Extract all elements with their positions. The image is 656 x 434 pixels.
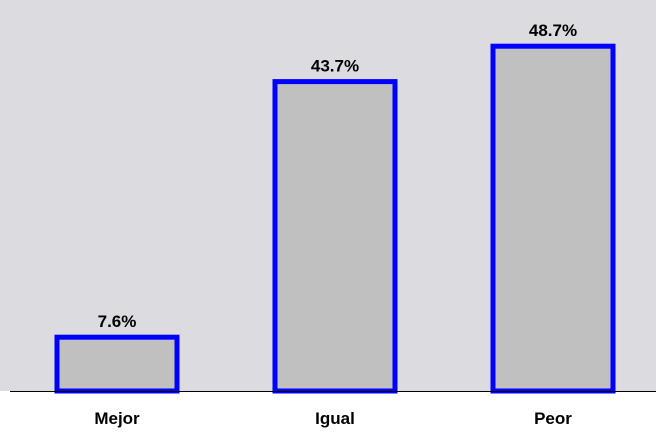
bars-group <box>54 43 616 394</box>
x-tick-label-igual: Igual <box>315 409 355 428</box>
bar-peor <box>490 43 616 394</box>
data-labels-group: 7.6% 43.7% 48.7% <box>98 21 577 331</box>
bar-igual <box>272 79 398 394</box>
bar-mejor <box>54 334 180 394</box>
x-tick-label-mejor: Mejor <box>94 409 140 428</box>
data-label-mejor: 7.6% <box>98 312 137 331</box>
data-label-peor: 48.7% <box>529 21 577 40</box>
data-label-igual: 43.7% <box>311 57 359 76</box>
x-tick-label-peor: Peor <box>534 409 572 428</box>
x-tick-labels-group: Mejor Igual Peor <box>94 409 572 428</box>
